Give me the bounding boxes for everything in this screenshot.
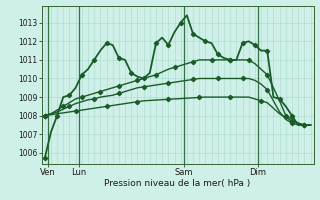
X-axis label: Pression niveau de la mer( hPa ): Pression niveau de la mer( hPa ) xyxy=(104,179,251,188)
